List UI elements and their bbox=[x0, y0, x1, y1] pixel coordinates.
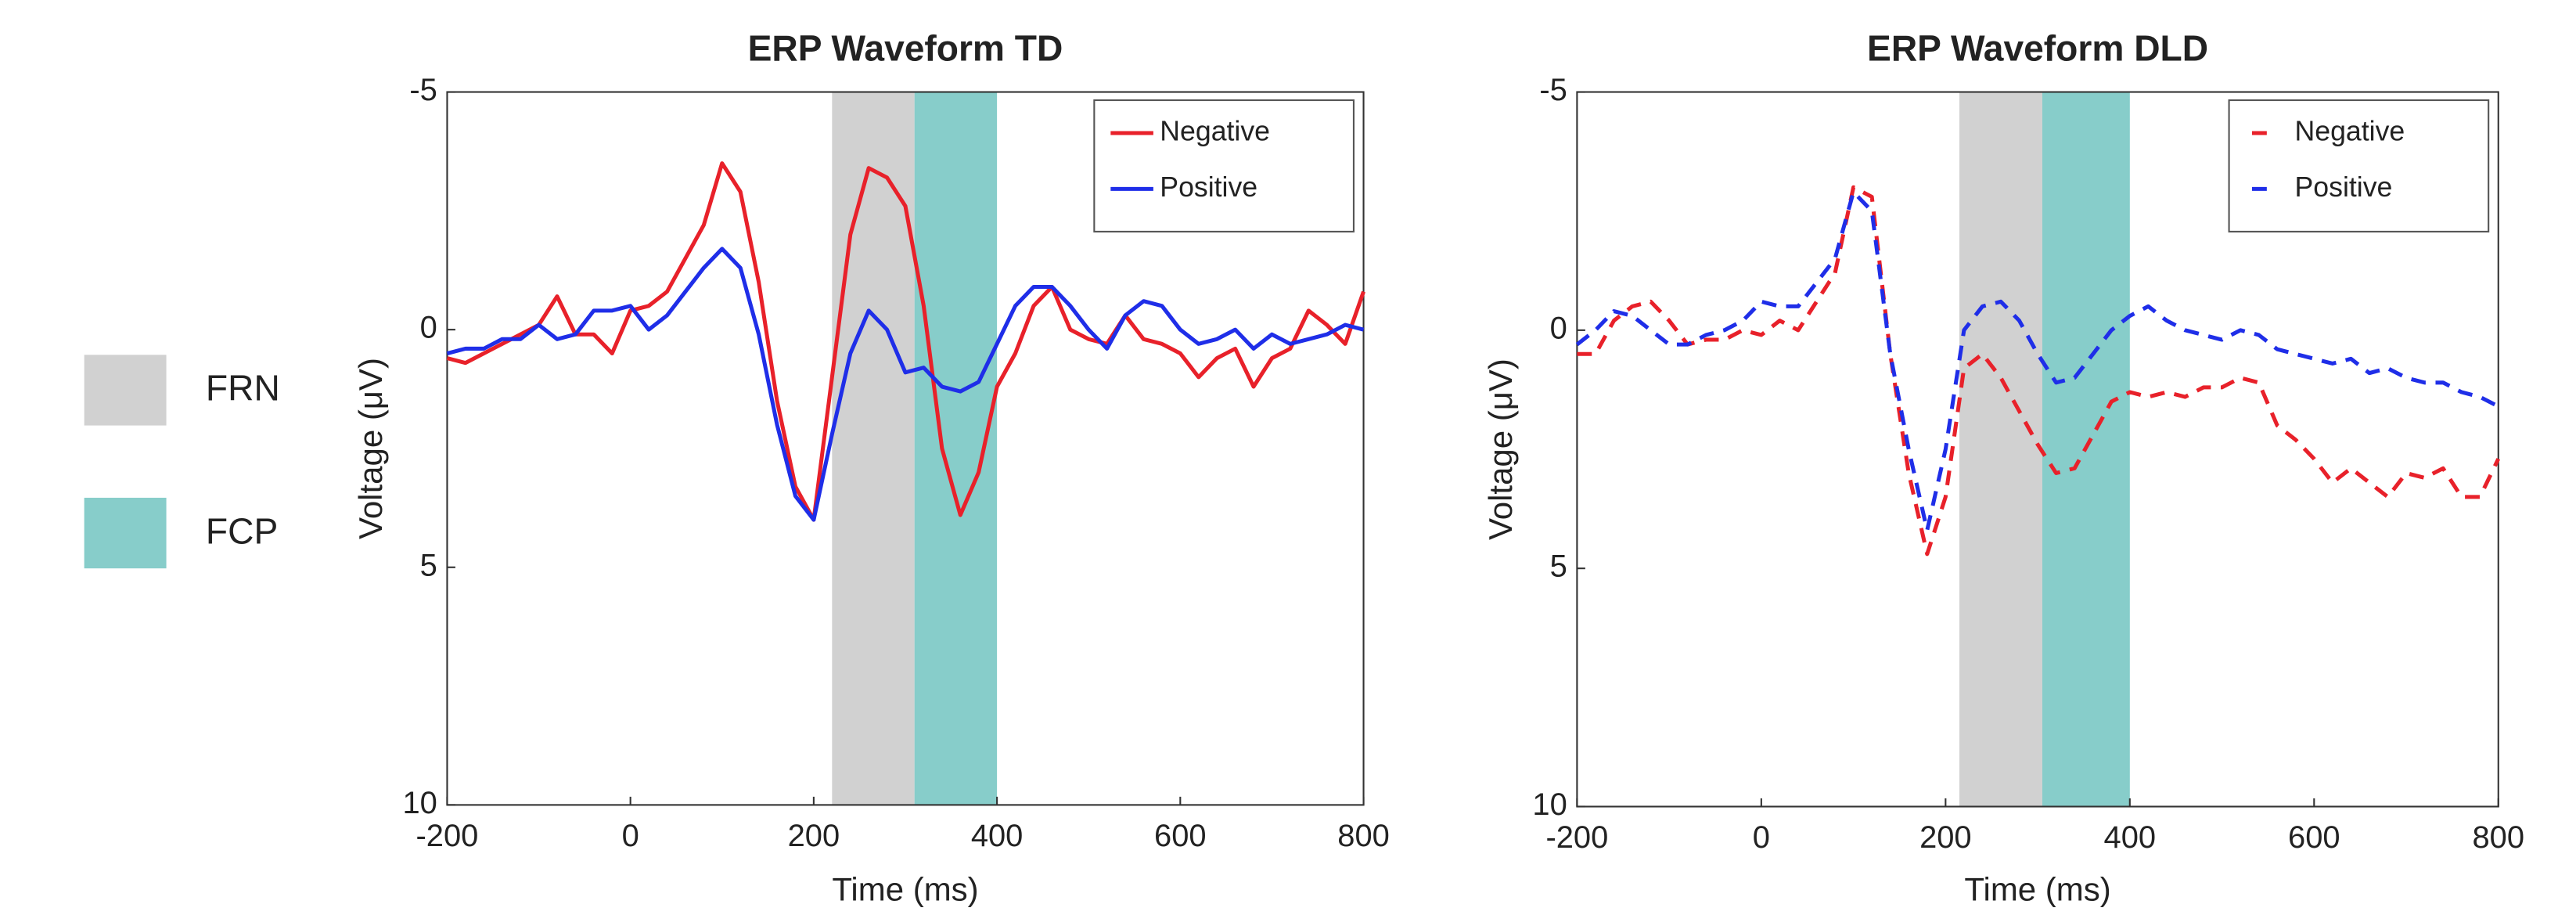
plot-frame bbox=[1576, 91, 2499, 808]
legend-box bbox=[1093, 99, 1355, 232]
y-axis-label: Voltage (μV) bbox=[1482, 358, 1519, 540]
series-line bbox=[446, 247, 1365, 522]
series-line bbox=[446, 161, 1365, 522]
x-tick-label: 600 bbox=[2288, 820, 2340, 855]
region-swatch bbox=[84, 355, 167, 426]
y-axis-label: Voltage (μV) bbox=[352, 358, 389, 539]
y-tick-label: -5 bbox=[1539, 73, 1567, 107]
x-tick-label: 200 bbox=[788, 819, 840, 853]
series-line bbox=[1577, 185, 2501, 557]
x-tick-label: -200 bbox=[416, 819, 479, 853]
chart-title: ERP Waveform TD bbox=[748, 27, 1063, 68]
x-axis-label: Time (ms) bbox=[832, 871, 978, 908]
region bbox=[832, 92, 915, 805]
x-axis-label: Time (ms) bbox=[1964, 871, 2110, 908]
region-label: FRN bbox=[206, 368, 280, 409]
legend-label: Positive bbox=[2295, 171, 2393, 203]
y-tick-label: 10 bbox=[403, 786, 437, 820]
region-label: FCP bbox=[206, 510, 278, 551]
x-tick-label: 0 bbox=[622, 819, 639, 853]
x-tick-label: 800 bbox=[2473, 820, 2525, 855]
region bbox=[1959, 92, 2042, 807]
legend-label: Negative bbox=[1160, 115, 1270, 146]
plot-frame bbox=[446, 91, 1365, 806]
legend-box bbox=[2228, 99, 2490, 232]
y-tick-label: 5 bbox=[420, 548, 437, 582]
x-tick-label: -200 bbox=[1545, 820, 1608, 855]
x-tick-label: 800 bbox=[1337, 819, 1390, 853]
legend-label: Positive bbox=[1160, 171, 1257, 203]
x-tick-label: 400 bbox=[971, 819, 1024, 853]
x-tick-label: 200 bbox=[1919, 820, 1972, 855]
y-tick-label: 10 bbox=[1532, 787, 1567, 822]
region-swatch bbox=[84, 497, 167, 569]
chart-title: ERP Waveform DLD bbox=[1867, 27, 2208, 68]
x-tick-label: 600 bbox=[1154, 819, 1207, 853]
x-tick-label: 0 bbox=[1753, 820, 1770, 855]
legend-label: Negative bbox=[2295, 115, 2405, 146]
y-tick-label: -5 bbox=[409, 73, 437, 107]
y-tick-label: 0 bbox=[1550, 311, 1567, 345]
y-tick-label: 0 bbox=[420, 311, 437, 345]
y-tick-label: 5 bbox=[1550, 549, 1567, 584]
series-line bbox=[1575, 189, 2499, 532]
x-tick-label: 400 bbox=[2104, 820, 2157, 855]
